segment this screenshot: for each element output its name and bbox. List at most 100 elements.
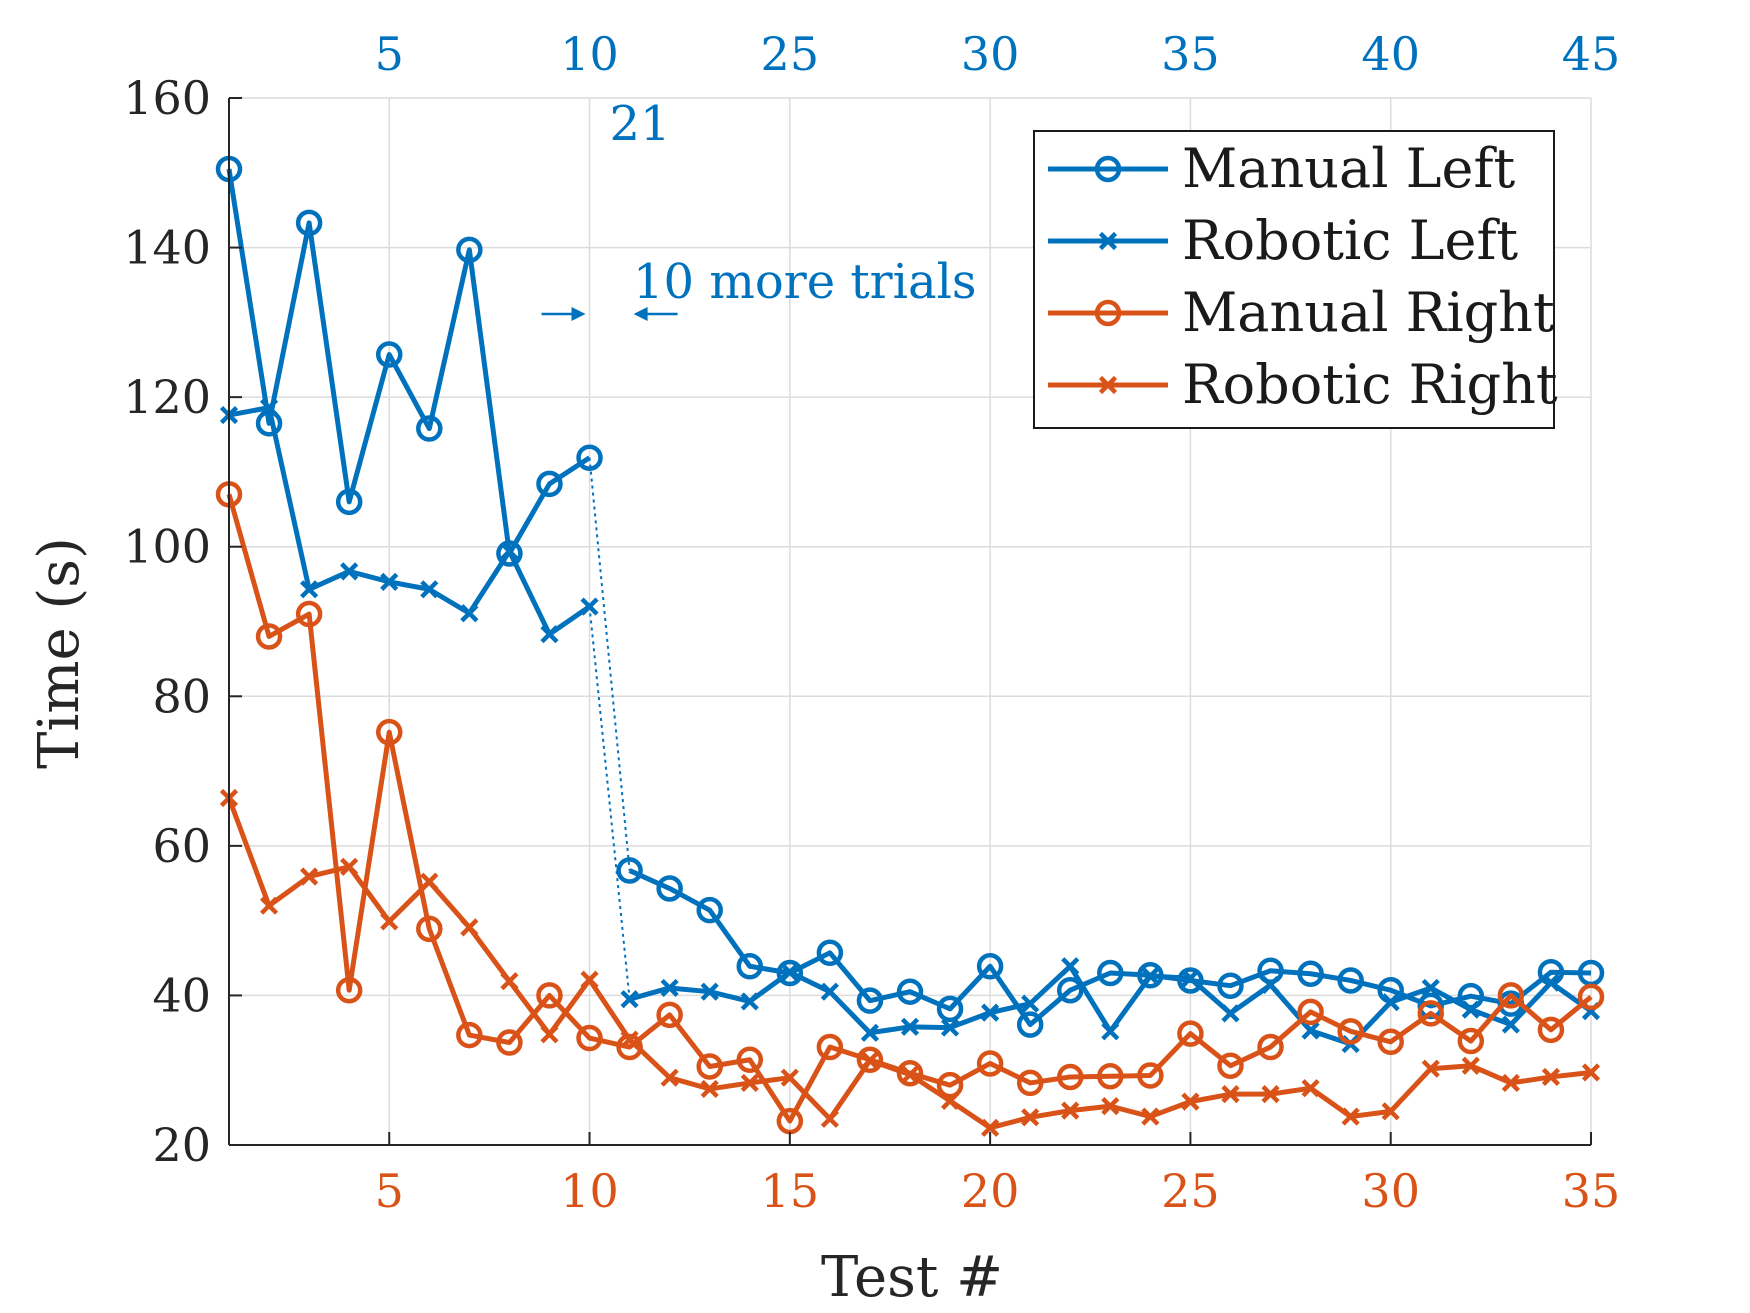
data-point bbox=[656, 1001, 683, 1029]
x-tick-label-top: 5 bbox=[375, 27, 404, 81]
data-point bbox=[816, 939, 844, 967]
data-point bbox=[1381, 993, 1400, 1012]
data-point bbox=[900, 1017, 920, 1036]
data-point bbox=[1297, 960, 1324, 987]
data-point-stroke bbox=[820, 1109, 839, 1128]
data-point bbox=[1141, 1107, 1160, 1126]
data-point bbox=[860, 1051, 880, 1070]
data-point bbox=[375, 718, 403, 746]
data-point-stroke bbox=[1461, 1000, 1480, 1019]
data-point bbox=[1457, 1027, 1485, 1055]
data-point-stroke bbox=[1381, 993, 1400, 1012]
data-point bbox=[1257, 957, 1284, 984]
data-point-stroke bbox=[1221, 1004, 1240, 1023]
data-point-stroke bbox=[580, 597, 599, 616]
data-point bbox=[295, 209, 323, 237]
data-point bbox=[1337, 1018, 1364, 1045]
data-point-stroke bbox=[900, 1065, 920, 1084]
data-point bbox=[1181, 969, 1200, 988]
data-point bbox=[259, 398, 279, 417]
data-point-stroke bbox=[740, 1073, 759, 1093]
data-point bbox=[1217, 972, 1244, 999]
break-top-label: 21 bbox=[609, 96, 670, 152]
data-point bbox=[1341, 1107, 1360, 1126]
data-point bbox=[1301, 1021, 1320, 1040]
x-tick-label-top: 40 bbox=[1361, 27, 1420, 81]
data-point bbox=[1421, 978, 1440, 998]
data-point-stroke bbox=[1541, 1067, 1561, 1087]
data-point bbox=[700, 982, 719, 1001]
legend-label: Manual Left bbox=[1182, 137, 1515, 200]
y-tick-label: 120 bbox=[123, 370, 211, 424]
data-point-stroke bbox=[380, 572, 399, 591]
data-point bbox=[300, 580, 319, 599]
data-point-stroke bbox=[820, 982, 839, 1001]
data-point bbox=[1056, 1063, 1084, 1091]
data-point bbox=[856, 1046, 884, 1073]
data-point bbox=[496, 1029, 523, 1056]
y-tick-label: 20 bbox=[152, 1118, 211, 1172]
x-tick-label-top: 30 bbox=[961, 27, 1020, 81]
data-point-stroke bbox=[259, 896, 279, 915]
data-point bbox=[1177, 967, 1204, 994]
data-point bbox=[1101, 1022, 1120, 1041]
data-point bbox=[1221, 1085, 1240, 1104]
series-group bbox=[215, 155, 1605, 1137]
data-point bbox=[981, 1003, 1000, 1022]
data-point bbox=[380, 912, 399, 931]
data-point-stroke bbox=[1381, 1102, 1400, 1121]
legend-item: Robotic Right bbox=[1048, 353, 1558, 416]
data-point-stroke bbox=[259, 398, 279, 417]
data-point bbox=[255, 623, 283, 650]
data-point-stroke bbox=[460, 604, 479, 623]
data-point bbox=[340, 857, 359, 876]
data-point bbox=[259, 896, 279, 915]
data-point bbox=[420, 872, 439, 891]
data-point bbox=[1461, 1000, 1480, 1019]
data-point bbox=[500, 972, 519, 991]
data-point bbox=[580, 970, 599, 989]
data-point bbox=[1061, 1101, 1080, 1120]
data-point bbox=[375, 341, 403, 368]
data-point bbox=[380, 572, 399, 591]
x-tick-label-bottom: 5 bbox=[375, 1164, 404, 1218]
data-point bbox=[1257, 1033, 1284, 1061]
data-point bbox=[416, 415, 443, 442]
data-point bbox=[300, 867, 319, 886]
data-point bbox=[1417, 1000, 1445, 1027]
data-point bbox=[981, 1118, 1000, 1137]
data-point-stroke bbox=[380, 912, 399, 931]
data-point bbox=[1461, 1056, 1480, 1075]
data-point bbox=[780, 963, 799, 982]
data-point-stroke bbox=[981, 1118, 1000, 1137]
data-point-stroke bbox=[620, 990, 639, 1009]
data-point bbox=[1501, 1073, 1520, 1093]
data-point bbox=[340, 562, 359, 581]
x-tick-label-bottom: 35 bbox=[1562, 1164, 1621, 1218]
data-point bbox=[460, 918, 479, 937]
data-point-stroke bbox=[1141, 966, 1160, 986]
data-point-stroke bbox=[981, 1003, 1000, 1022]
data-point-stroke bbox=[780, 963, 799, 982]
data-point bbox=[1098, 375, 1118, 395]
data-point-stroke bbox=[1301, 1079, 1320, 1098]
data-point-stroke bbox=[1421, 1059, 1440, 1078]
data-point bbox=[1061, 957, 1080, 976]
data-point-stroke bbox=[500, 972, 519, 991]
data-point bbox=[940, 1091, 960, 1110]
data-point-stroke bbox=[340, 562, 359, 581]
data-point bbox=[660, 978, 679, 998]
data-point bbox=[500, 542, 519, 561]
data-point-stroke bbox=[1181, 969, 1200, 988]
data-point bbox=[1056, 976, 1084, 1004]
data-point bbox=[536, 982, 563, 1009]
data-point-stroke bbox=[500, 542, 519, 561]
data-point-stroke bbox=[900, 1017, 920, 1036]
data-point bbox=[1181, 1092, 1200, 1111]
data-point-stroke bbox=[300, 867, 319, 886]
legend-item: Robotic Left bbox=[1048, 209, 1518, 272]
data-point bbox=[736, 953, 764, 980]
tick-labels: 20 40 60 80 100 120 140 160 5 10 15 20 25 30 35 5 10 25 30… bbox=[123, 27, 1620, 1218]
data-point bbox=[1337, 967, 1364, 994]
y-tick-label: 60 bbox=[152, 819, 211, 873]
